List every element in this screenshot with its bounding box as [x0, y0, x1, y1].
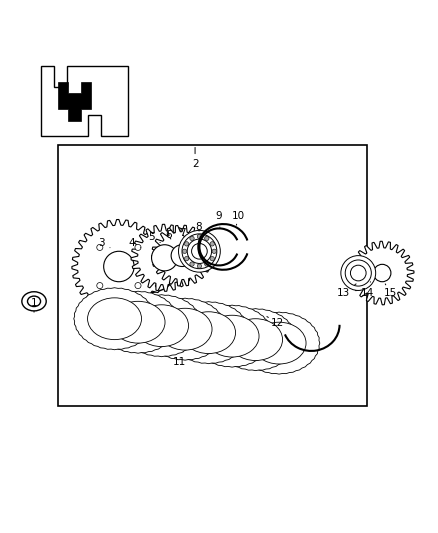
Text: 2: 2: [192, 148, 198, 169]
Polygon shape: [72, 220, 166, 313]
Circle shape: [190, 262, 194, 266]
Circle shape: [345, 260, 371, 286]
Circle shape: [171, 245, 193, 266]
Ellipse shape: [22, 292, 46, 311]
Polygon shape: [144, 298, 226, 360]
Text: 13: 13: [336, 284, 356, 297]
Circle shape: [97, 282, 103, 289]
Circle shape: [135, 282, 141, 289]
Ellipse shape: [141, 259, 158, 274]
Circle shape: [179, 230, 220, 272]
Ellipse shape: [350, 270, 358, 277]
Ellipse shape: [205, 315, 259, 357]
Text: 7: 7: [179, 228, 185, 238]
Ellipse shape: [229, 319, 283, 360]
Circle shape: [152, 245, 178, 271]
Circle shape: [341, 256, 376, 290]
Polygon shape: [152, 225, 212, 286]
Ellipse shape: [146, 235, 196, 281]
Ellipse shape: [28, 296, 41, 306]
Circle shape: [190, 236, 194, 240]
Ellipse shape: [132, 251, 167, 282]
Circle shape: [104, 251, 134, 282]
Text: 4: 4: [129, 238, 141, 248]
Polygon shape: [41, 66, 127, 136]
Ellipse shape: [158, 308, 212, 350]
Circle shape: [205, 262, 209, 266]
Text: 6: 6: [165, 230, 171, 240]
Circle shape: [182, 234, 217, 269]
Ellipse shape: [111, 301, 165, 343]
Polygon shape: [121, 295, 202, 357]
Polygon shape: [215, 309, 297, 370]
Polygon shape: [58, 82, 91, 120]
Ellipse shape: [134, 305, 188, 346]
Circle shape: [210, 256, 215, 261]
Polygon shape: [168, 302, 249, 364]
Ellipse shape: [121, 240, 178, 293]
Circle shape: [205, 236, 209, 240]
Text: 12: 12: [267, 317, 284, 328]
Circle shape: [191, 244, 207, 259]
Text: 8: 8: [195, 222, 202, 232]
Text: 15: 15: [383, 284, 397, 297]
Ellipse shape: [158, 246, 184, 270]
Ellipse shape: [88, 298, 141, 340]
Polygon shape: [97, 291, 179, 353]
Text: 5: 5: [148, 232, 160, 243]
Polygon shape: [350, 241, 414, 305]
Polygon shape: [131, 224, 198, 292]
Circle shape: [183, 249, 187, 254]
Circle shape: [135, 244, 141, 251]
Circle shape: [350, 265, 366, 281]
Circle shape: [210, 241, 215, 246]
Ellipse shape: [345, 266, 363, 280]
Circle shape: [212, 249, 216, 254]
Polygon shape: [74, 288, 155, 350]
Ellipse shape: [182, 312, 236, 353]
Circle shape: [197, 235, 201, 239]
Text: 3: 3: [98, 238, 110, 248]
Polygon shape: [238, 312, 320, 374]
Bar: [58, 144, 367, 406]
Text: 10: 10: [232, 212, 245, 225]
Circle shape: [187, 239, 212, 263]
Circle shape: [184, 241, 189, 246]
Text: 1: 1: [31, 298, 37, 312]
Polygon shape: [191, 305, 273, 367]
Text: 11: 11: [173, 352, 187, 367]
Circle shape: [97, 244, 103, 251]
Ellipse shape: [132, 251, 167, 282]
Ellipse shape: [252, 322, 306, 364]
Circle shape: [374, 264, 391, 282]
Text: 9: 9: [215, 212, 223, 228]
Text: 14: 14: [360, 282, 374, 297]
Circle shape: [197, 264, 201, 268]
Circle shape: [184, 256, 189, 261]
